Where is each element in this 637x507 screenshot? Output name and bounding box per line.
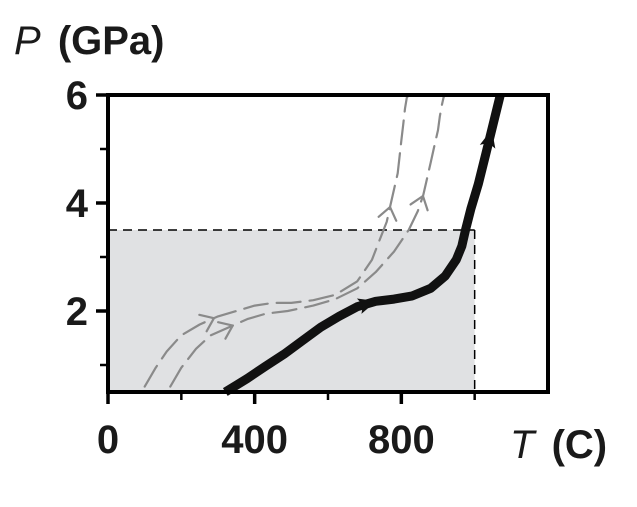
series-1-arrow-0 bbox=[198, 313, 216, 333]
arrowhead bbox=[217, 321, 234, 340]
y-axis-variable: P bbox=[14, 19, 41, 63]
series-2-arrow-0 bbox=[217, 321, 234, 340]
series-line-1 bbox=[143, 93, 410, 388]
y-tick-label-6: 6 bbox=[66, 74, 88, 118]
y-axis-title: P (GPa) bbox=[14, 19, 165, 63]
series-0-arrow-1 bbox=[479, 129, 496, 149]
y-tick-label-4: 4 bbox=[66, 182, 89, 226]
arrowhead bbox=[198, 313, 216, 333]
arrowhead bbox=[356, 298, 377, 314]
y-axis-unit: (GPa) bbox=[58, 19, 165, 63]
x-axis-unit: (C) bbox=[552, 423, 608, 467]
x-tick-label-0: 0 bbox=[97, 418, 119, 462]
tick-labels-layer: 0 400 800 2 4 6 bbox=[66, 74, 435, 462]
series-1-arrow-1 bbox=[377, 205, 398, 222]
arrowhead bbox=[377, 205, 398, 222]
x-axis-variable: T bbox=[510, 423, 537, 467]
arrowhead bbox=[409, 194, 429, 212]
series-line-0 bbox=[222, 93, 505, 396]
x-axis-title: T (C) bbox=[510, 423, 607, 467]
plot-frame bbox=[106, 93, 550, 394]
arrowhead bbox=[479, 129, 496, 149]
y-tick-label-2: 2 bbox=[66, 290, 88, 334]
series-0-arrow-0 bbox=[356, 298, 377, 314]
series-2-arrow-1 bbox=[409, 194, 429, 212]
x-tick-label-400: 400 bbox=[221, 418, 288, 462]
series-line-2 bbox=[169, 93, 446, 388]
series-layer bbox=[143, 93, 505, 396]
x-tick-label-800: 800 bbox=[368, 418, 435, 462]
